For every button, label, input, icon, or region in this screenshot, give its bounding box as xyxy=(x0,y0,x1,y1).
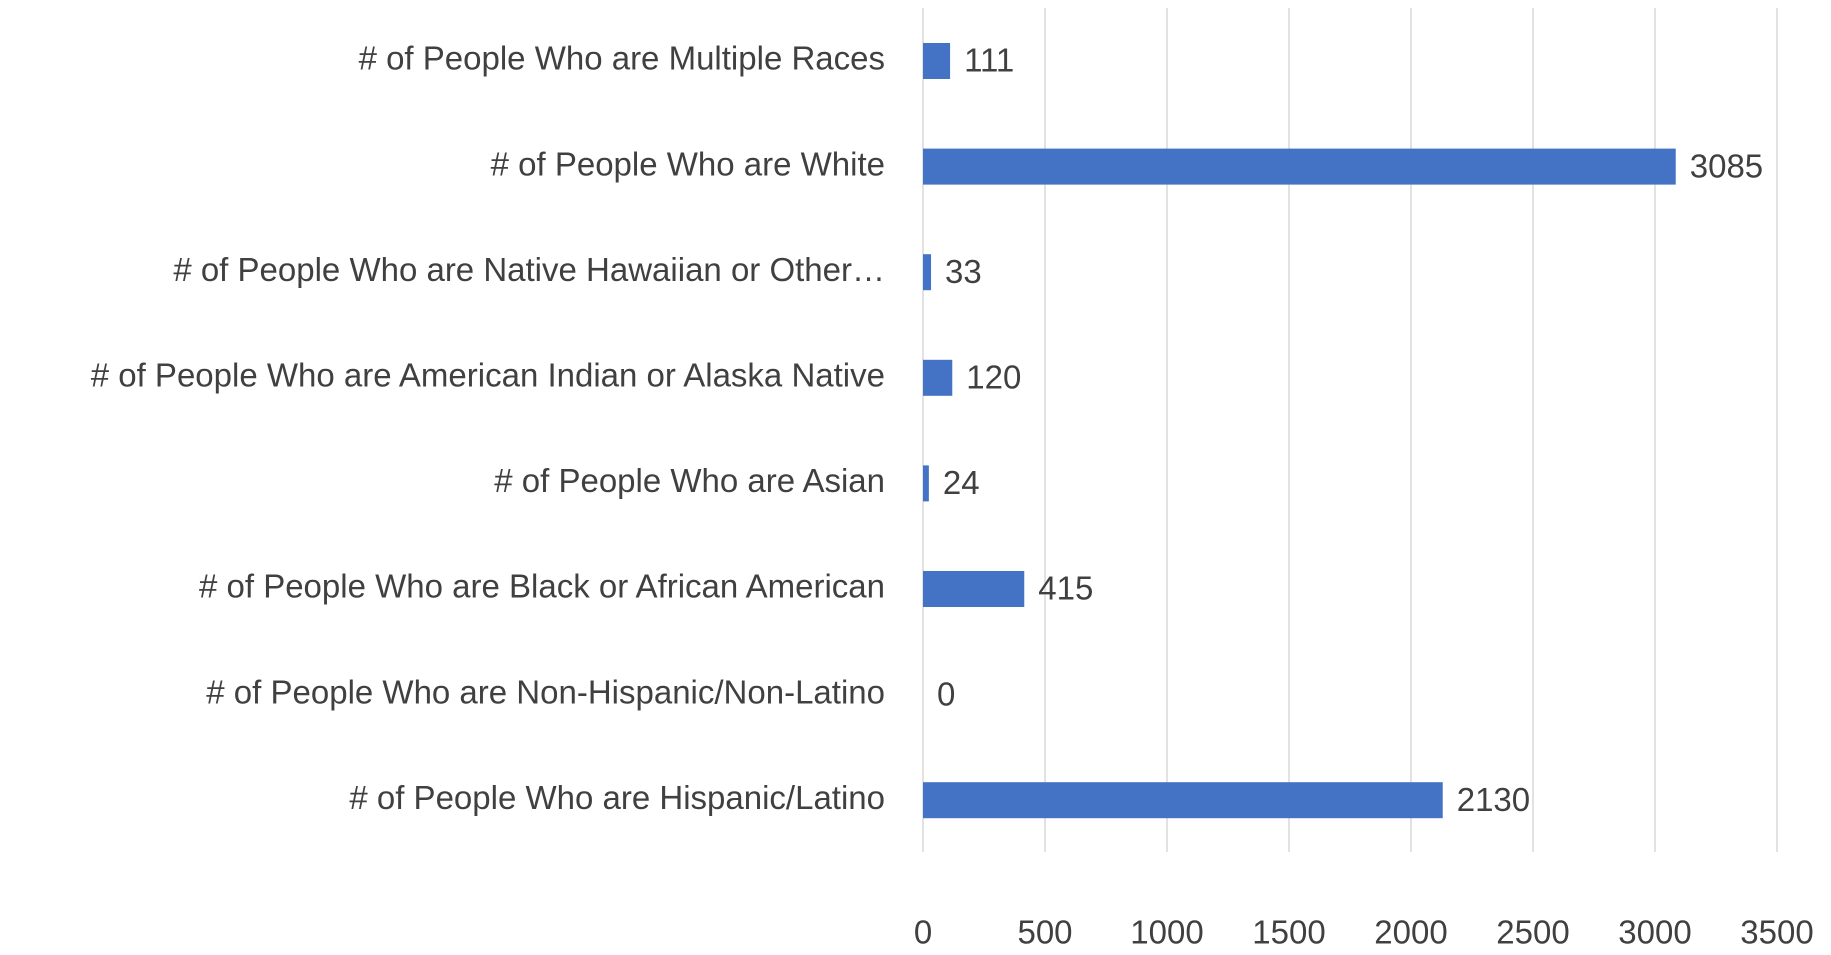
bar xyxy=(923,148,1676,185)
x-tick-label: 500 xyxy=(1017,914,1072,951)
x-tick-label: 0 xyxy=(914,914,932,951)
y-tick-label: # of People Who are Hispanic/Latino xyxy=(349,779,885,816)
x-tick-label: 2500 xyxy=(1496,914,1569,951)
y-tick-label: # of People Who are Native Hawaiian or O… xyxy=(173,251,885,288)
y-tick-label: # of People Who are White xyxy=(491,145,885,182)
bar xyxy=(923,571,1025,607)
y-tick-label: # of People Who are Multiple Races xyxy=(359,40,885,77)
y-tick-label: # of People Who are Black or African Ame… xyxy=(199,568,885,605)
x-tick-label: 1000 xyxy=(1130,914,1203,951)
y-tick-label: # of People Who are Non-Hispanic/Non-Lat… xyxy=(206,673,885,710)
bar xyxy=(923,43,951,79)
data-label: 2130 xyxy=(1457,781,1530,818)
data-label: 120 xyxy=(966,359,1021,396)
data-label: 111 xyxy=(964,42,1014,79)
bar xyxy=(923,254,932,291)
data-label: 24 xyxy=(943,464,980,501)
data-label: 0 xyxy=(937,675,955,712)
y-tick-label: # of People Who are American Indian or A… xyxy=(91,357,885,394)
data-label: 33 xyxy=(945,253,982,290)
bar xyxy=(923,465,929,502)
x-tick-label: 2000 xyxy=(1374,914,1447,951)
bar xyxy=(923,359,953,396)
x-tick-label: 3000 xyxy=(1618,914,1691,951)
y-tick-label: # of People Who are Asian xyxy=(494,462,885,499)
x-tick-label: 3500 xyxy=(1740,914,1813,951)
bar xyxy=(923,782,1443,819)
x-tick-label: 1500 xyxy=(1252,914,1325,951)
data-label: 3085 xyxy=(1690,147,1763,184)
data-label: 415 xyxy=(1038,570,1093,607)
